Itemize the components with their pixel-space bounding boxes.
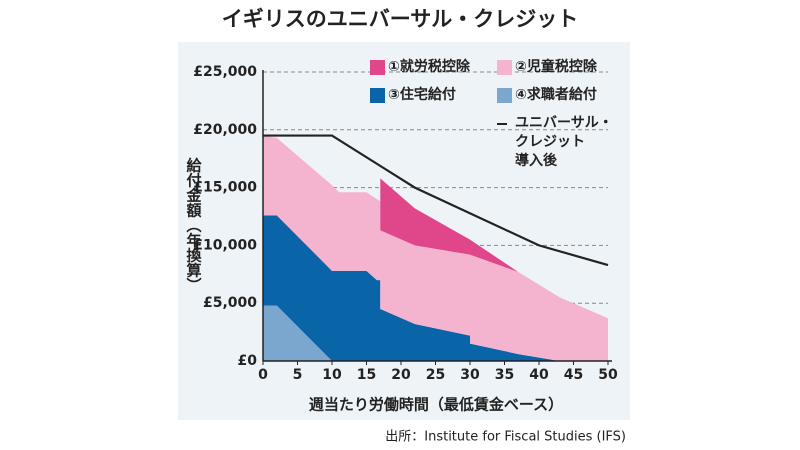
- legend-label: ③住宅給付: [388, 87, 456, 103]
- x-tick-label: 45: [564, 367, 583, 383]
- legend-swatch: [497, 88, 512, 103]
- y-tick-label: £5,000: [203, 295, 257, 311]
- area-segment: [380, 178, 519, 272]
- x-tick-label: 30: [460, 367, 480, 383]
- area-segment: [263, 135, 608, 361]
- chart-title: イギリスのユニバーサル・クレジット: [222, 7, 579, 31]
- x-tick-label: 40: [529, 367, 549, 383]
- legend-label: ①就労税控除: [388, 59, 470, 75]
- y-axis-label: 給付金額（年換算）: [185, 157, 203, 293]
- legend-swatch: [370, 60, 385, 75]
- legend-label: ④求職者給付: [515, 87, 597, 103]
- y-tick-label: £0: [238, 353, 258, 369]
- x-tick-label: 20: [391, 367, 411, 383]
- x-tick-label: 5: [293, 367, 303, 383]
- legend-label: ②児童税控除: [515, 59, 597, 75]
- legend-swatch: [497, 60, 512, 75]
- x-tick-label: 50: [598, 367, 618, 383]
- y-tick-label: £15,000: [193, 180, 257, 196]
- x-tick-label: 15: [357, 367, 376, 383]
- y-tick-label: £25,000: [193, 64, 257, 80]
- line: [263, 134, 609, 267]
- x-tick-label: 0: [258, 367, 268, 383]
- y-tick-label: £20,000: [193, 122, 257, 138]
- legend-label: ユニバーサル・ クレジット 導入後: [515, 115, 613, 169]
- x-tick-label: 10: [322, 367, 342, 383]
- x-axis-label: 週当たり労働時間（最低賃金ベース）: [309, 396, 563, 414]
- source-note: 出所：Institute for Fiscal Studies (IFS): [385, 430, 626, 445]
- legend-swatch: [370, 88, 385, 103]
- plot-area: £0 £5,000 £10,000 £15,000 £20,000 £25,000 0 5 10…: [193, 64, 618, 383]
- x-tick-label: 25: [426, 367, 445, 383]
- y-tick-label: £10,000: [193, 237, 257, 253]
- area-segment: [263, 215, 560, 361]
- area-segment: [263, 305, 332, 361]
- x-tick-label: 35: [495, 367, 514, 383]
